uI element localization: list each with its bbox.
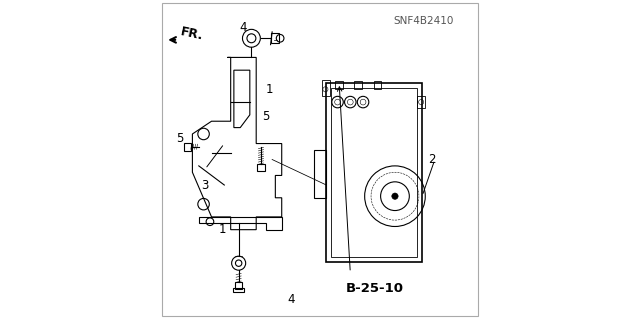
Text: 5: 5 xyxy=(262,110,269,123)
Text: 3: 3 xyxy=(202,179,209,191)
Circle shape xyxy=(392,193,398,199)
Text: B-25-10: B-25-10 xyxy=(346,282,404,295)
Text: 1: 1 xyxy=(219,223,227,236)
Text: 1: 1 xyxy=(265,83,273,96)
Text: 4: 4 xyxy=(287,293,295,306)
Text: SNF4B2410: SNF4B2410 xyxy=(394,16,454,26)
Text: 2: 2 xyxy=(428,153,435,166)
Text: 4: 4 xyxy=(240,21,247,33)
Text: 5: 5 xyxy=(176,132,183,145)
Text: FR.: FR. xyxy=(180,25,205,42)
